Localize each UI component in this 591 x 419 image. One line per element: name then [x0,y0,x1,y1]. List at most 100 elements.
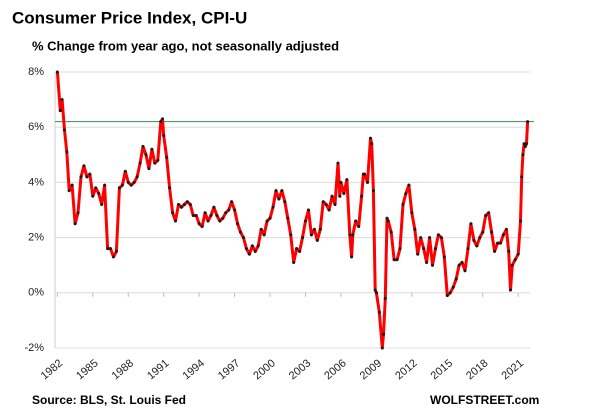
data-point [507,249,511,253]
data-point [428,236,432,240]
chart-title: Consumer Price Index, CPI-U [12,8,247,27]
data-point [348,233,352,237]
data-point [448,291,452,295]
y-tick-label: 2% [28,232,44,244]
data-point [70,183,74,187]
data-point [315,238,319,242]
data-point [469,222,473,226]
data-point [88,172,92,176]
data-point [306,208,310,212]
x-tick-label: 2012 [393,357,419,382]
data-point [383,296,387,300]
x-tick-label: 2000 [251,357,277,382]
data-point [91,194,95,198]
data-point [371,189,375,193]
data-point [247,252,251,256]
data-point [466,247,470,251]
data-point [76,211,80,215]
data-point [454,277,458,281]
data-point [521,153,525,157]
data-point [123,169,127,173]
data-point [490,230,494,234]
data-point [513,258,517,262]
data-point [374,291,378,295]
data-point [463,269,467,273]
data-point [111,255,115,259]
x-tick-label: 1997 [216,357,242,382]
data-point [422,247,426,251]
data-point [413,227,417,231]
data-point [191,214,195,218]
data-point [509,288,513,292]
data-point [62,128,66,132]
data-point [286,216,290,220]
data-point [283,200,287,204]
data-point [354,219,358,223]
data-point [73,222,77,226]
data-point [342,191,346,195]
x-tick-label: 2021 [500,357,526,382]
data-point [239,230,243,234]
data-point [171,211,175,215]
data-point [410,211,414,215]
data-point [324,202,328,206]
data-point [333,202,337,206]
y-tick-label: 8% [28,66,44,78]
data-point [174,219,178,223]
data-point [244,247,248,251]
data-point [250,244,254,248]
data-point [442,255,446,259]
data-point [416,252,420,256]
data-point [233,208,237,212]
data-point [520,175,524,179]
data-point [165,156,169,160]
data-point [79,175,83,179]
data-point [401,202,405,206]
data-point [265,219,269,223]
chart-subtitle: % Change from year ago, not seasonally a… [32,38,339,53]
data-point [150,147,154,151]
data-point [481,230,485,234]
data-point [338,194,342,198]
data-point [357,225,361,229]
data-point [268,216,272,220]
data-point [377,310,381,314]
data-point [67,189,71,193]
data-point [141,145,145,149]
data-point [206,219,210,223]
data-point [120,183,124,187]
data-point [144,153,148,157]
data-point [519,219,523,223]
data-point [496,241,500,245]
data-point [138,161,142,165]
data-point [188,202,192,206]
y-tick-label: 6% [28,121,44,133]
data-point [200,225,204,229]
data-point [460,260,464,264]
data-point [230,200,234,204]
data-point [109,247,113,251]
data-point [487,211,491,215]
data-point [523,145,527,149]
data-point [185,200,189,204]
data-point [493,249,497,253]
data-point [366,180,370,184]
source-note: Source: BLS, St. Louis Fed [32,393,186,407]
data-point [153,161,157,165]
data-point [472,238,476,242]
data-point [524,142,528,146]
data-point [176,202,180,206]
x-tick-label: 2018 [464,357,490,382]
data-point [60,98,64,102]
x-tick-label: 2003 [287,357,313,382]
data-point [510,263,514,267]
data-point [475,244,479,248]
data-point [425,260,429,264]
data-point [484,214,488,218]
data-point [336,161,340,165]
data-point [309,233,313,237]
data-point [318,227,322,231]
data-point [100,202,104,206]
